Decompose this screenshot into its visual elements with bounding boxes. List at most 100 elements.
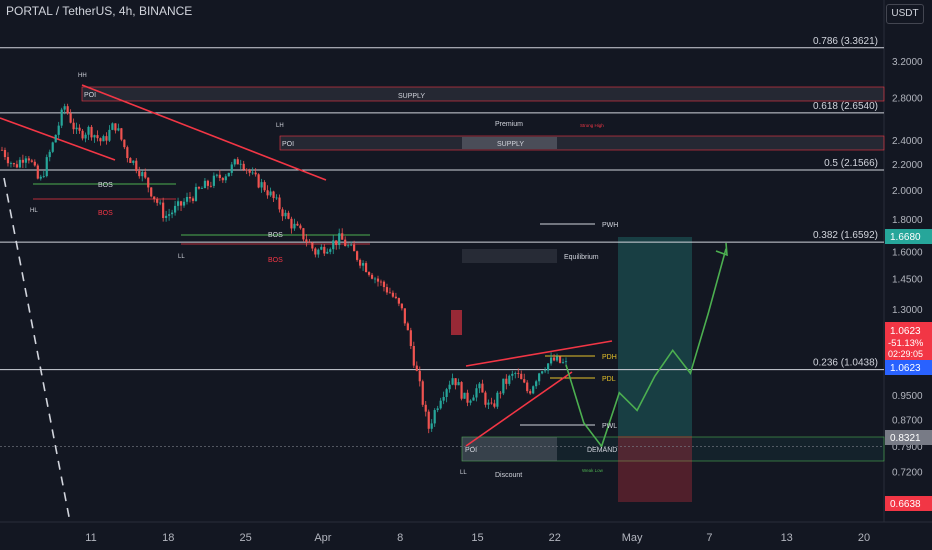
candle-body xyxy=(18,159,22,168)
candle-body xyxy=(90,126,93,138)
candle-body xyxy=(72,122,75,130)
candle-body xyxy=(561,362,565,363)
candle-body xyxy=(21,159,24,163)
candle-body xyxy=(538,373,541,382)
fib-label-4: 0.236 (1.0438) xyxy=(813,358,878,369)
candle-body xyxy=(15,164,19,168)
poi-label-1: POI xyxy=(84,92,96,99)
candle-body xyxy=(66,106,69,114)
supply-label-1: SUPPLY xyxy=(398,93,425,100)
candle-body xyxy=(290,218,293,229)
candle-body xyxy=(156,199,159,203)
premium-label: Premium xyxy=(495,121,523,128)
supply-label-2: SUPPLY xyxy=(497,141,524,148)
candle-body xyxy=(439,400,442,409)
order-block xyxy=(451,310,462,335)
target-badge-bg xyxy=(885,229,932,244)
candle-body xyxy=(436,408,439,411)
time-axis[interactable]: 11 18 25 Apr 8 15 22 May 7 13 20 xyxy=(85,532,870,544)
candle-body xyxy=(248,170,251,173)
candle-body xyxy=(141,172,144,177)
candle-body xyxy=(39,176,42,179)
candle-body xyxy=(87,126,90,135)
candle-body xyxy=(358,259,362,266)
last-price-badge-bg xyxy=(885,360,932,375)
projection-path xyxy=(565,248,727,448)
candle-body xyxy=(329,249,332,252)
candle-body xyxy=(75,127,78,130)
candle-body xyxy=(415,365,418,371)
candle-body xyxy=(308,242,311,243)
candle-body xyxy=(60,109,63,126)
candle-body xyxy=(48,151,51,158)
bos-label-1: BOS xyxy=(98,182,113,189)
candle-body xyxy=(197,187,201,189)
supply-label-box xyxy=(462,137,557,149)
candle-body xyxy=(257,174,260,188)
candle-body xyxy=(364,263,368,273)
candle-body xyxy=(170,212,174,215)
candle-body xyxy=(463,392,466,399)
pdh-label: PDH xyxy=(602,354,617,361)
candle-body xyxy=(230,164,233,173)
candle-body xyxy=(508,375,511,384)
candle-body xyxy=(433,410,436,424)
fib-label-0: 0.786 (3.3621) xyxy=(813,36,878,47)
candle-body xyxy=(317,249,320,255)
stop-badge-bg xyxy=(885,496,932,511)
candle-body xyxy=(147,177,150,188)
candle-body xyxy=(520,373,523,380)
candle-body xyxy=(546,363,550,371)
candle-body xyxy=(93,135,96,138)
fib-label-1: 0.618 (2.6540) xyxy=(813,101,878,112)
candle-body xyxy=(269,191,272,196)
candle-body xyxy=(138,170,141,177)
candle-body xyxy=(111,123,114,130)
candle-body xyxy=(385,287,389,293)
candle-body xyxy=(129,158,132,163)
candle-body xyxy=(314,248,317,255)
candle-body xyxy=(403,308,406,324)
candle-body xyxy=(57,125,60,135)
candle-body xyxy=(182,201,186,206)
candle-body xyxy=(335,240,338,246)
dashed-projection xyxy=(3,177,71,523)
candle-body xyxy=(120,128,123,140)
candle-body xyxy=(299,225,302,229)
poi-label-3: POI xyxy=(465,447,477,454)
time-tick-6: 22 xyxy=(549,532,561,544)
candle-body xyxy=(233,159,236,165)
bos-label-1-red: BOS xyxy=(98,210,113,217)
candle-body xyxy=(424,404,427,412)
candle-body xyxy=(218,174,221,178)
candle-body xyxy=(305,239,308,243)
candle-body xyxy=(487,402,490,405)
candle-body xyxy=(266,190,269,196)
time-tick-2: 25 xyxy=(239,532,251,544)
candle-body xyxy=(373,278,377,280)
candle-body xyxy=(526,382,529,392)
candle-body xyxy=(24,158,27,163)
candle-body xyxy=(123,139,126,148)
lh-label: LH xyxy=(276,123,284,129)
candle-body xyxy=(287,212,290,219)
candle-body xyxy=(344,239,347,247)
time-tick-0: 11 xyxy=(85,532,96,544)
price-tick-9: 0.9500 xyxy=(892,391,923,402)
price-axis[interactable]: 3.2000 2.8000 2.4000 2.2000 2.0000 1.8000 1.60… xyxy=(892,57,923,478)
candle-body xyxy=(99,138,102,142)
time-tick-5: 15 xyxy=(471,532,483,544)
candle-body xyxy=(460,382,463,399)
candle-body xyxy=(484,392,487,405)
candle-body xyxy=(529,391,532,394)
stop-badge: 0.6638 xyxy=(890,499,921,510)
candle-body xyxy=(382,281,386,288)
zones-layer xyxy=(81,86,885,502)
fib-label-3: 0.382 (1.6592) xyxy=(813,230,878,241)
equilibrium-box xyxy=(462,249,557,263)
symbol-title[interactable]: PORTAL / TetherUS, 4h, BINANCE xyxy=(6,4,193,18)
currency-unit-button[interactable]: USDT xyxy=(886,4,924,24)
candle-body xyxy=(514,373,517,374)
target-zone xyxy=(618,237,692,436)
